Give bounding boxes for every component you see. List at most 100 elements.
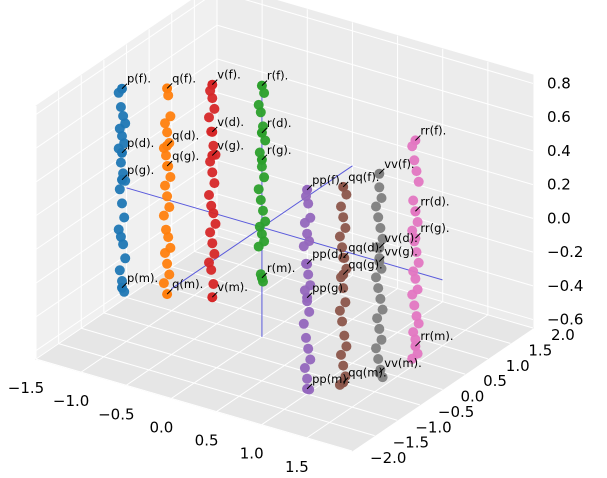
x-tick-label: 1.5 <box>285 458 309 476</box>
back-grid-z <box>244 0 534 84</box>
data-point <box>371 201 381 212</box>
tick-labels: −1.5−1.0−0.50.00.51.01.5 −2.0−1.5−1.0−0.5… <box>8 74 584 476</box>
floor-grid-y <box>81 327 398 421</box>
data-point <box>409 155 420 166</box>
data-point <box>407 289 418 300</box>
data-point <box>339 330 350 341</box>
y-tick-label: −0.5 <box>438 403 474 421</box>
data-point <box>341 341 352 352</box>
data-point <box>208 279 219 289</box>
data-point <box>298 241 309 252</box>
data-point <box>163 232 174 243</box>
data-point <box>372 313 383 324</box>
data-point <box>338 212 349 223</box>
data-point <box>253 241 264 252</box>
z-tick-label: 0.2 <box>547 176 571 194</box>
label-leader <box>342 252 349 259</box>
data-point <box>164 269 175 280</box>
data-point <box>408 195 419 206</box>
point-label: vv(f). <box>384 157 414 171</box>
back-grid-z <box>216 58 534 152</box>
data-point <box>376 334 387 345</box>
point-label: pp(d). <box>312 247 347 261</box>
y-tick-label: 1.0 <box>506 357 530 375</box>
data-point <box>205 227 216 238</box>
floor-grid-y <box>194 250 511 344</box>
label-leader <box>211 150 218 156</box>
floor-grid-y <box>171 266 488 360</box>
data-point <box>259 172 270 183</box>
data-point <box>206 264 217 275</box>
data-point <box>298 318 309 329</box>
data-point <box>337 316 348 327</box>
data-point <box>374 323 385 334</box>
point-label: rr(g). <box>420 221 449 235</box>
label-leader <box>121 83 128 90</box>
data-point <box>336 201 346 212</box>
data-point <box>303 343 314 354</box>
label-leader <box>121 282 128 289</box>
data-point <box>120 253 131 264</box>
data-point <box>407 225 418 236</box>
data-point <box>208 208 219 219</box>
label-leader <box>306 258 313 265</box>
label-leader <box>261 127 268 134</box>
data-point <box>340 223 351 233</box>
data-point <box>114 184 125 195</box>
y-tick-label: 0.0 <box>461 388 485 406</box>
back-grid-z <box>216 24 534 118</box>
data-point <box>161 150 171 161</box>
label-leader <box>306 292 313 299</box>
point-label: r(f). <box>267 69 288 83</box>
label-leader <box>306 383 313 390</box>
label-leader <box>261 80 268 86</box>
data-point <box>260 135 271 146</box>
data-point <box>410 273 421 284</box>
data-point <box>299 217 310 228</box>
data-point <box>413 318 424 329</box>
data-point <box>301 332 311 343</box>
y-tick-label: −2.0 <box>370 449 406 467</box>
data-point <box>160 248 170 258</box>
z-tick-label: −0.6 <box>547 311 583 329</box>
back-grid-z <box>216 193 534 287</box>
point-label: v(f). <box>217 68 240 82</box>
label-leader <box>415 135 421 141</box>
y-tick-label: −1.0 <box>415 418 451 436</box>
label-leader <box>166 160 173 167</box>
label-leader <box>261 154 268 161</box>
data-point <box>371 343 381 354</box>
data-point <box>338 360 349 371</box>
point-label: pp(m). <box>312 372 350 386</box>
data-point <box>114 265 125 276</box>
point-label: p(d). <box>127 136 154 150</box>
point-label: p(f). <box>127 72 151 86</box>
label-leader <box>342 181 349 188</box>
data-point <box>413 176 424 187</box>
data-point <box>340 297 351 308</box>
data-point <box>165 172 176 182</box>
floor-grid-y <box>35 358 353 452</box>
label-leader <box>166 83 173 89</box>
point-label: qq(m). <box>348 366 386 380</box>
label-leader <box>342 377 349 383</box>
data-point <box>409 300 420 311</box>
point-label: p(m). <box>127 271 158 285</box>
z-tick-label: 0.4 <box>547 142 571 160</box>
data-point <box>373 354 384 364</box>
label-leader <box>415 340 421 347</box>
point-label: p(g). <box>127 163 154 177</box>
data-point <box>375 223 386 233</box>
data-point <box>162 191 173 202</box>
point-label: qq(f). <box>348 170 379 184</box>
data-point <box>118 239 129 250</box>
point-label: rr(f). <box>420 123 446 137</box>
x-tick-label: −0.5 <box>98 405 134 423</box>
data-point <box>341 189 352 200</box>
data-point <box>334 231 345 242</box>
point-label: pp(g). <box>312 281 347 295</box>
y-tick-label: −1.5 <box>393 434 429 452</box>
point-label: q(m). <box>172 277 203 291</box>
